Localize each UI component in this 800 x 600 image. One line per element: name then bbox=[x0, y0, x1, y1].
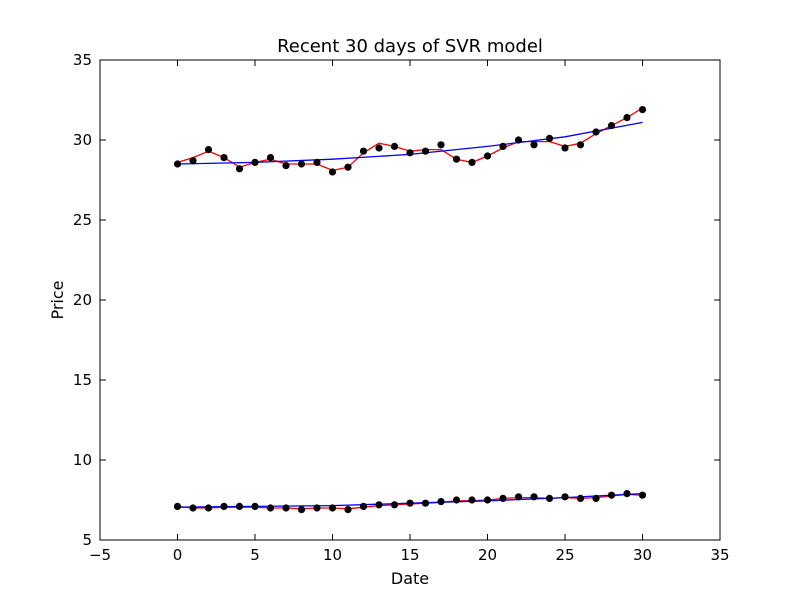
data-point-0-2 bbox=[204, 146, 213, 154]
data-point-0-17 bbox=[437, 141, 445, 149]
data-point-1-24 bbox=[545, 494, 554, 502]
data-point-0-21 bbox=[499, 142, 507, 150]
data-point-1-12 bbox=[359, 502, 368, 510]
data-point-1-21 bbox=[499, 494, 507, 502]
y-tick-label: 20 bbox=[73, 291, 92, 309]
data-point-1-15 bbox=[406, 499, 414, 507]
data-point-1-7 bbox=[282, 504, 290, 512]
data-point-0-7 bbox=[282, 162, 290, 170]
data-point-1-6 bbox=[266, 504, 275, 512]
data-point-0-24 bbox=[545, 134, 554, 142]
data-point-1-18 bbox=[452, 496, 461, 504]
data-point-1-4 bbox=[235, 502, 244, 510]
data-point-1-25 bbox=[561, 493, 569, 501]
data-point-0-27 bbox=[592, 128, 600, 136]
data-point-0-30 bbox=[638, 106, 647, 114]
data-point-0-12 bbox=[359, 147, 368, 155]
data-point-1-22 bbox=[514, 493, 523, 501]
data-point-0-5 bbox=[251, 158, 259, 166]
x-tick-label: 25 bbox=[555, 546, 574, 564]
x-tick-label: 30 bbox=[633, 546, 652, 564]
data-point-0-6 bbox=[266, 154, 275, 162]
data-point-0-25 bbox=[561, 144, 569, 152]
y-tick-label: 25 bbox=[73, 211, 92, 229]
data-point-1-29 bbox=[623, 490, 631, 498]
x-tick-label: 10 bbox=[323, 546, 342, 564]
data-point-1-30 bbox=[638, 491, 647, 499]
data-point-1-11 bbox=[344, 506, 352, 514]
data-point-1-5 bbox=[251, 502, 259, 510]
y-tick-label: 35 bbox=[73, 51, 92, 69]
data-point-0-11 bbox=[344, 163, 352, 171]
data-point-0-22 bbox=[514, 136, 523, 144]
plot-area bbox=[173, 106, 647, 514]
data-point-1-26 bbox=[576, 494, 585, 502]
data-point-1-27 bbox=[592, 494, 600, 502]
data-point-1-17 bbox=[437, 498, 445, 506]
data-point-0-23 bbox=[530, 141, 538, 149]
data-point-0-13 bbox=[375, 144, 383, 152]
x-tick-label: 20 bbox=[478, 546, 497, 564]
data-point-0-3 bbox=[220, 154, 228, 162]
chart-title: Recent 30 days of SVR model bbox=[277, 36, 543, 57]
data-point-1-13 bbox=[375, 501, 383, 509]
data-point-1-8 bbox=[297, 506, 306, 514]
y-tick-label: 10 bbox=[73, 451, 92, 469]
data-point-0-15 bbox=[406, 149, 414, 157]
data-point-0-16 bbox=[421, 147, 430, 155]
data-point-0-4 bbox=[235, 165, 244, 173]
y-axis-label: Price bbox=[48, 280, 67, 319]
data-point-1-3 bbox=[220, 502, 228, 510]
data-point-1-14 bbox=[390, 501, 399, 509]
data-point-1-20 bbox=[483, 496, 492, 504]
x-tick-label: 5 bbox=[250, 546, 260, 564]
x-tick-label: −5 bbox=[89, 546, 111, 564]
data-point-1-0 bbox=[173, 502, 182, 510]
data-point-0-1 bbox=[189, 157, 197, 165]
data-point-1-2 bbox=[204, 504, 213, 512]
data-point-0-9 bbox=[313, 158, 321, 166]
data-point-1-19 bbox=[468, 496, 476, 504]
axis-ticks: −5 0 5 10 15 20 25 30 35 5 10 15 20 25 30 35 bbox=[73, 51, 730, 564]
data-point-0-26 bbox=[576, 141, 585, 149]
data-point-1-9 bbox=[313, 504, 321, 512]
y-tick-label: 5 bbox=[82, 531, 92, 549]
data-point-0-19 bbox=[468, 158, 476, 166]
data-point-1-16 bbox=[421, 499, 430, 507]
data-point-0-29 bbox=[623, 114, 631, 122]
x-tick-label: 35 bbox=[710, 546, 729, 564]
x-axis-label: Date bbox=[391, 569, 429, 588]
data-point-0-28 bbox=[607, 122, 616, 130]
data-point-0-0 bbox=[173, 160, 182, 168]
data-point-0-18 bbox=[452, 155, 461, 163]
data-point-1-23 bbox=[530, 493, 538, 501]
y-tick-label: 15 bbox=[73, 371, 92, 389]
x-tick-label: 15 bbox=[400, 546, 419, 564]
y-tick-label: 30 bbox=[73, 131, 92, 149]
data-point-0-14 bbox=[390, 142, 399, 150]
data-point-1-28 bbox=[607, 491, 616, 499]
data-point-0-8 bbox=[297, 160, 306, 168]
data-point-0-20 bbox=[483, 152, 492, 160]
data-point-1-1 bbox=[189, 504, 197, 512]
data-point-1-10 bbox=[328, 504, 337, 512]
x-tick-label: 0 bbox=[173, 546, 183, 564]
data-point-0-10 bbox=[328, 168, 337, 176]
